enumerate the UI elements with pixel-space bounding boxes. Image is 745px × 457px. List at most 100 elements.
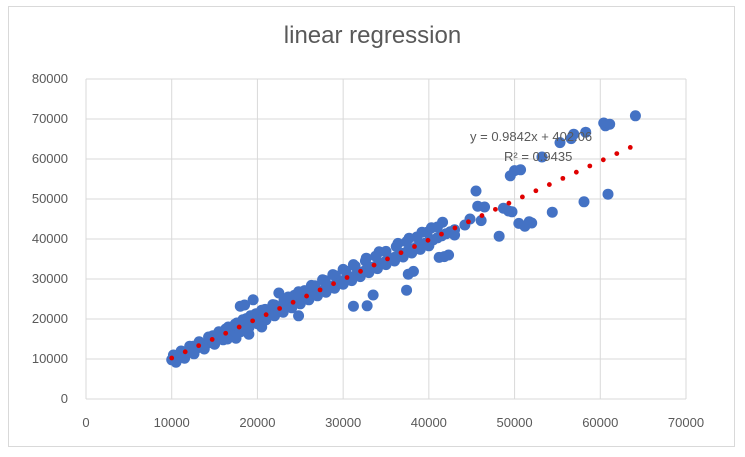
- data-point: [245, 310, 257, 322]
- data-point: [546, 206, 558, 218]
- data-point: [311, 290, 323, 302]
- data-point: [629, 110, 641, 122]
- trendline-dot: [466, 219, 471, 225]
- y-tick-label: 50000: [32, 191, 68, 206]
- data-point: [506, 206, 518, 218]
- gridlines: [85, 78, 687, 400]
- x-tick-label: 40000: [411, 415, 447, 430]
- trendline-dot: [277, 306, 283, 311]
- data-point: [282, 291, 294, 303]
- x-tick-label: 50000: [496, 415, 532, 430]
- data-point: [568, 128, 580, 140]
- data-point: [414, 243, 426, 255]
- data-point: [361, 300, 373, 312]
- data-point: [198, 343, 210, 355]
- trendline-dot: [182, 349, 188, 355]
- data-point: [221, 333, 233, 345]
- trendline-dot: [493, 206, 498, 212]
- trendline-dot: [304, 293, 309, 299]
- trendline-dot: [412, 244, 417, 249]
- trendline-dot: [452, 225, 458, 231]
- trendline-dot: [223, 330, 229, 336]
- trendline-dot: [250, 318, 256, 324]
- data-point: [256, 321, 268, 333]
- data-point: [470, 185, 482, 197]
- trendline: [169, 145, 633, 361]
- x-tick-label: 30000: [325, 415, 361, 430]
- data-point: [363, 267, 375, 279]
- trendline-dot: [196, 343, 202, 349]
- data-point: [337, 278, 349, 290]
- trendline-dot: [263, 312, 269, 318]
- data-point: [403, 232, 415, 244]
- data-point: [443, 249, 455, 261]
- data-point: [604, 118, 616, 130]
- x-tick-label: 0: [82, 415, 89, 430]
- data-point: [479, 201, 491, 213]
- trendline-dot: [573, 169, 579, 175]
- data-point: [554, 137, 566, 149]
- data-point: [493, 230, 505, 242]
- data-point: [320, 286, 332, 298]
- data-point: [239, 299, 251, 311]
- trendline-dot: [344, 275, 350, 280]
- trendline-dot: [560, 175, 566, 181]
- data-point: [329, 282, 341, 294]
- trendline-dot: [546, 182, 552, 187]
- data-point: [602, 188, 614, 200]
- trendline-dot: [331, 281, 336, 287]
- data-point: [578, 196, 590, 208]
- data-point: [354, 271, 366, 283]
- data-point: [179, 352, 191, 364]
- data-point: [294, 298, 306, 310]
- data-point: [392, 237, 404, 249]
- data-point: [406, 247, 418, 259]
- data-point: [373, 246, 385, 258]
- data-point: [423, 240, 435, 252]
- x-tick-label: 10000: [154, 415, 190, 430]
- data-point: [247, 294, 259, 306]
- trendline-dot: [587, 163, 593, 169]
- data-point: [536, 151, 548, 163]
- y-tick-label: 60000: [32, 151, 68, 166]
- data-point: [220, 323, 232, 335]
- trendline-dot: [317, 287, 323, 293]
- trendline-dot: [169, 355, 175, 361]
- x-tick-label: 70000: [668, 415, 704, 430]
- trendline-dot: [209, 337, 215, 342]
- data-point: [367, 289, 379, 301]
- data-point: [305, 279, 317, 291]
- data-point: [293, 286, 305, 298]
- data-point: [515, 164, 527, 176]
- data-point: [425, 222, 437, 234]
- data-point: [416, 226, 428, 238]
- x-tick-label: 20000: [239, 415, 275, 430]
- data-point: [449, 229, 461, 241]
- data-point: [475, 215, 487, 227]
- data-point: [437, 216, 449, 228]
- data-point: [269, 310, 281, 322]
- trendline-dot: [236, 324, 242, 330]
- data-point: [580, 126, 592, 138]
- trendline-dot: [439, 231, 444, 237]
- y-axis-ticks: 0 10000 20000 30000 40000 50000 60000 70000 8000…: [32, 71, 68, 406]
- data-point: [267, 299, 279, 311]
- data-point: [293, 310, 305, 322]
- data-point: [243, 328, 255, 340]
- data-point: [526, 217, 538, 229]
- trendline-dot: [358, 268, 363, 274]
- data-point: [389, 255, 401, 267]
- data-point: [347, 259, 359, 271]
- trendline-dot: [506, 200, 512, 206]
- data-point: [327, 269, 339, 281]
- data-point: [317, 274, 329, 286]
- trendline-dot: [290, 299, 296, 305]
- trendline-dot: [519, 194, 525, 200]
- data-point: [407, 265, 419, 277]
- y-tick-label: 0: [61, 391, 68, 406]
- data-point: [187, 340, 199, 352]
- trendline-dot: [479, 213, 485, 218]
- trendline-equation: y = 0.9842x + 402.06: [470, 129, 592, 144]
- data-point: [230, 332, 242, 344]
